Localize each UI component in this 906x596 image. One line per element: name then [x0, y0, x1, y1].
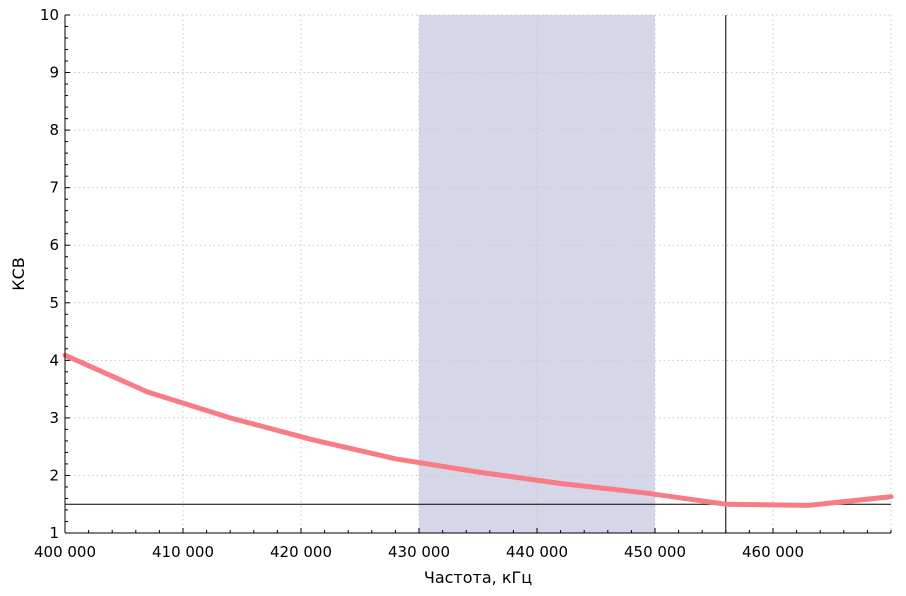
x-tick-label: 450 000: [624, 543, 686, 561]
y-axis-label: КСВ: [9, 257, 28, 291]
x-axis-label: Частота, кГц: [424, 568, 532, 587]
y-tick-label: 7: [49, 179, 59, 197]
x-tick-label: 410 000: [152, 543, 214, 561]
y-tick-label: 4: [49, 351, 59, 369]
y-tick-label: 1: [49, 524, 59, 542]
y-tick-label: 9: [49, 64, 59, 82]
x-tick-label: 400 000: [34, 543, 96, 561]
x-tick-label: 440 000: [506, 543, 568, 561]
x-tick-label: 460 000: [742, 543, 804, 561]
y-tick-label: 8: [49, 121, 59, 139]
y-tick-label: 5: [49, 294, 59, 312]
y-tick-label: 2: [49, 466, 59, 484]
x-tick-label: 420 000: [270, 543, 332, 561]
y-tick-label: 3: [49, 409, 59, 427]
y-tick-label: 10: [40, 6, 59, 24]
y-tick-label: 6: [49, 236, 59, 254]
x-tick-label: 430 000: [388, 543, 450, 561]
vswr-series-line: [62, 352, 894, 508]
